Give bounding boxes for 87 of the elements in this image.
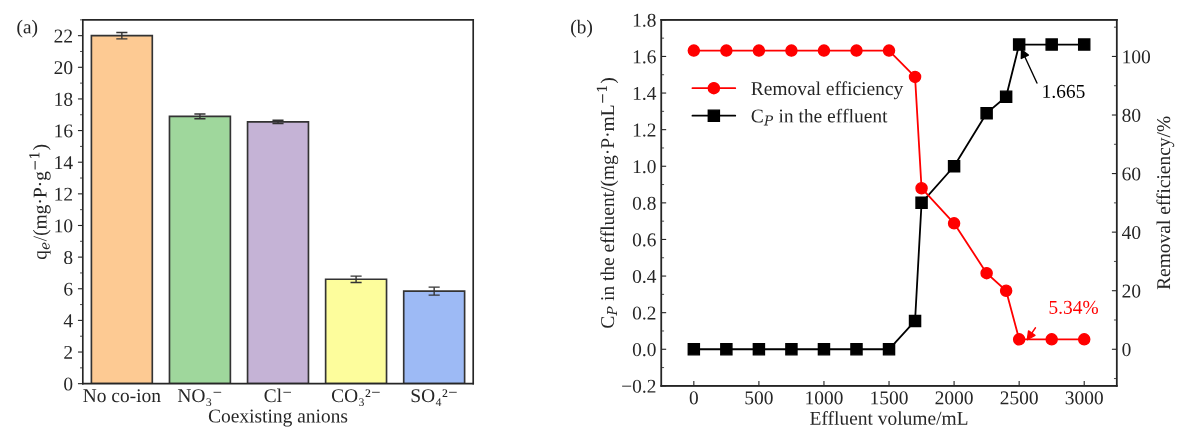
bar [90, 34, 154, 384]
x-tick-label: CO₃²⁻ [331, 389, 380, 407]
x-tick-label: 1000 [806, 391, 843, 405]
annotation: 1.665 [1043, 84, 1085, 98]
y-tick-label: 1.0 [633, 160, 656, 174]
x-tick-label: No co-ion [83, 389, 161, 403]
point [785, 343, 798, 356]
y-tick-label: 0.2 [632, 306, 656, 320]
point [915, 181, 928, 195]
y2-axis-title: Removal efficiency/% [1156, 116, 1175, 290]
x-tick-label: 500 [745, 391, 773, 405]
y-tick-label: 6 [64, 282, 73, 296]
point [908, 314, 922, 328]
point [720, 343, 733, 356]
y-tick-label: 0 [64, 377, 73, 391]
point [1012, 38, 1026, 51]
y-tick-label: 1.4 [633, 86, 657, 101]
x-tick-label: 2000 [935, 391, 973, 405]
point [817, 343, 831, 356]
y2-tick-label: 20 [1122, 284, 1141, 298]
y2-tick-label: 40 [1121, 225, 1141, 240]
y-tick-label: 1.6 [633, 50, 656, 64]
point [999, 90, 1013, 103]
y-tick-label: 16 [55, 124, 73, 138]
y2-tick-label: 60 [1122, 167, 1141, 181]
point [999, 284, 1013, 297]
y-tick-label: 4 [63, 314, 73, 328]
point [908, 70, 922, 84]
bar [168, 115, 232, 384]
y-tick-label: 14 [55, 156, 73, 169]
point [752, 343, 766, 356]
x-axis-title: Effluent volume/mL [810, 410, 968, 425]
point [947, 217, 961, 230]
point [980, 106, 993, 120]
point [1077, 333, 1091, 346]
y-tick-label: 0.6 [632, 233, 656, 247]
x-tick-label: 3000 [1065, 391, 1103, 405]
point [817, 44, 831, 57]
point [687, 44, 701, 57]
point [882, 343, 896, 356]
y-tick-label: 0.4 [632, 269, 657, 284]
point [1012, 333, 1026, 346]
y-axis-title: q$_{e}$/(mg·P·g$^{−1}$) [29, 144, 51, 260]
y-tick-label: 18 [55, 92, 73, 106]
x-tick-label: Cl⁻ [264, 388, 292, 403]
bar [324, 278, 388, 384]
bar [402, 290, 466, 384]
x-tick-label: 2500 [1000, 391, 1038, 405]
y2-tick-label: 0 [1122, 343, 1131, 357]
y2-tick-label: 80 [1122, 108, 1141, 122]
point [1045, 333, 1058, 346]
y-axis-title: C$_{P}$ in the effluent/(mg·P·mL$^{−1}$) [596, 78, 619, 328]
point [947, 160, 961, 173]
point [850, 44, 863, 57]
bar [246, 121, 310, 384]
point [850, 343, 863, 356]
point [752, 44, 766, 57]
y-tick-label: 0.8 [632, 196, 656, 210]
x-tick-label: SO₄²⁻ [411, 389, 457, 406]
y-tick-label: 8 [64, 250, 73, 265]
x-axis-title: Coexisting anions [208, 409, 348, 427]
legend-label: C$_{P}$ in the effluent [751, 108, 888, 126]
point [980, 266, 993, 280]
y-tick-label: 22 [54, 29, 73, 43]
point [915, 196, 928, 210]
x-tick-label: 1500 [871, 391, 908, 405]
point [720, 44, 733, 57]
y2-tick-label: 100 [1123, 50, 1151, 64]
point [687, 343, 701, 356]
point [882, 44, 896, 57]
y-tick-label: 0.0 [632, 343, 656, 357]
chart-title: (b) [571, 19, 593, 38]
point [1045, 38, 1058, 51]
y-tick-label: 1.2 [633, 123, 656, 137]
y-tick-label: 10 [55, 219, 73, 233]
point [1077, 38, 1091, 51]
annotation: 5.34% [1049, 300, 1098, 314]
y-tick-label: −0.2 [622, 379, 656, 393]
y-tick-label: 12 [55, 187, 73, 201]
x-tick-label: NO₃⁻ [177, 389, 222, 407]
x-tick-label: 0 [689, 391, 698, 405]
point [785, 44, 798, 57]
legend-label: Removal efficiency [751, 81, 904, 100]
y-tick-label: 20 [54, 61, 73, 75]
y-tick-label: 2 [64, 345, 73, 359]
y-tick-label: 1.8 [633, 13, 656, 27]
chart-title: (a) [17, 19, 38, 38]
